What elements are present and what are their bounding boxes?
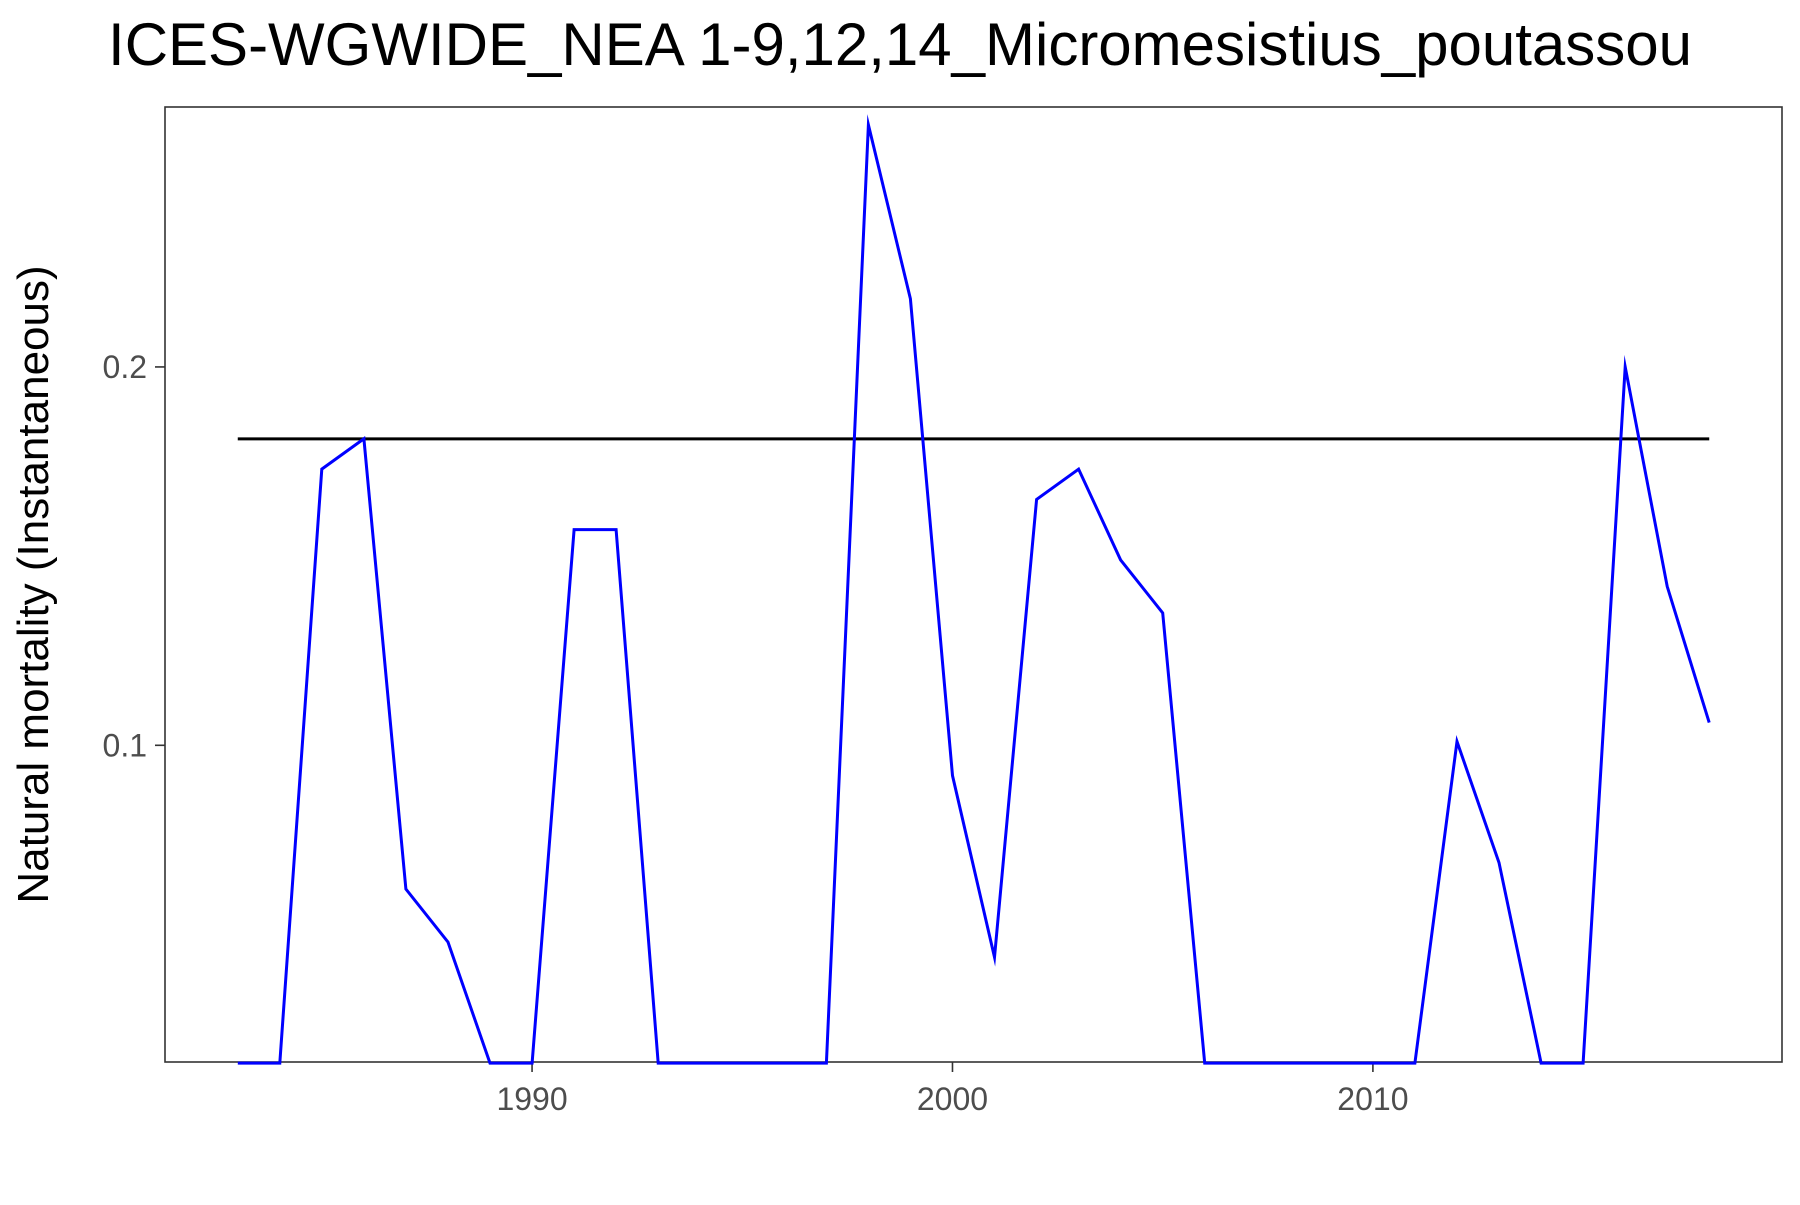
x-tick-label: 2010 [1337, 1081, 1408, 1117]
plot-area: 1990 2000 2010 0.1 0.2 Natural mortality (Ins… [9, 106, 1783, 1117]
panel-border [164, 106, 1783, 1063]
x-tick-label: 1990 [496, 1081, 567, 1117]
chart-title: ICES-WGWIDE_NEA 1-9,12,14_Micromesistius… [108, 11, 1692, 78]
y-tick-label: 0.1 [103, 727, 147, 763]
series-line [237, 114, 1711, 1065]
y-axis-label: Natural mortality (Instantaneous) [9, 265, 58, 903]
x-tick-label: 2000 [917, 1081, 988, 1117]
y-tick-label: 0.2 [103, 349, 147, 385]
